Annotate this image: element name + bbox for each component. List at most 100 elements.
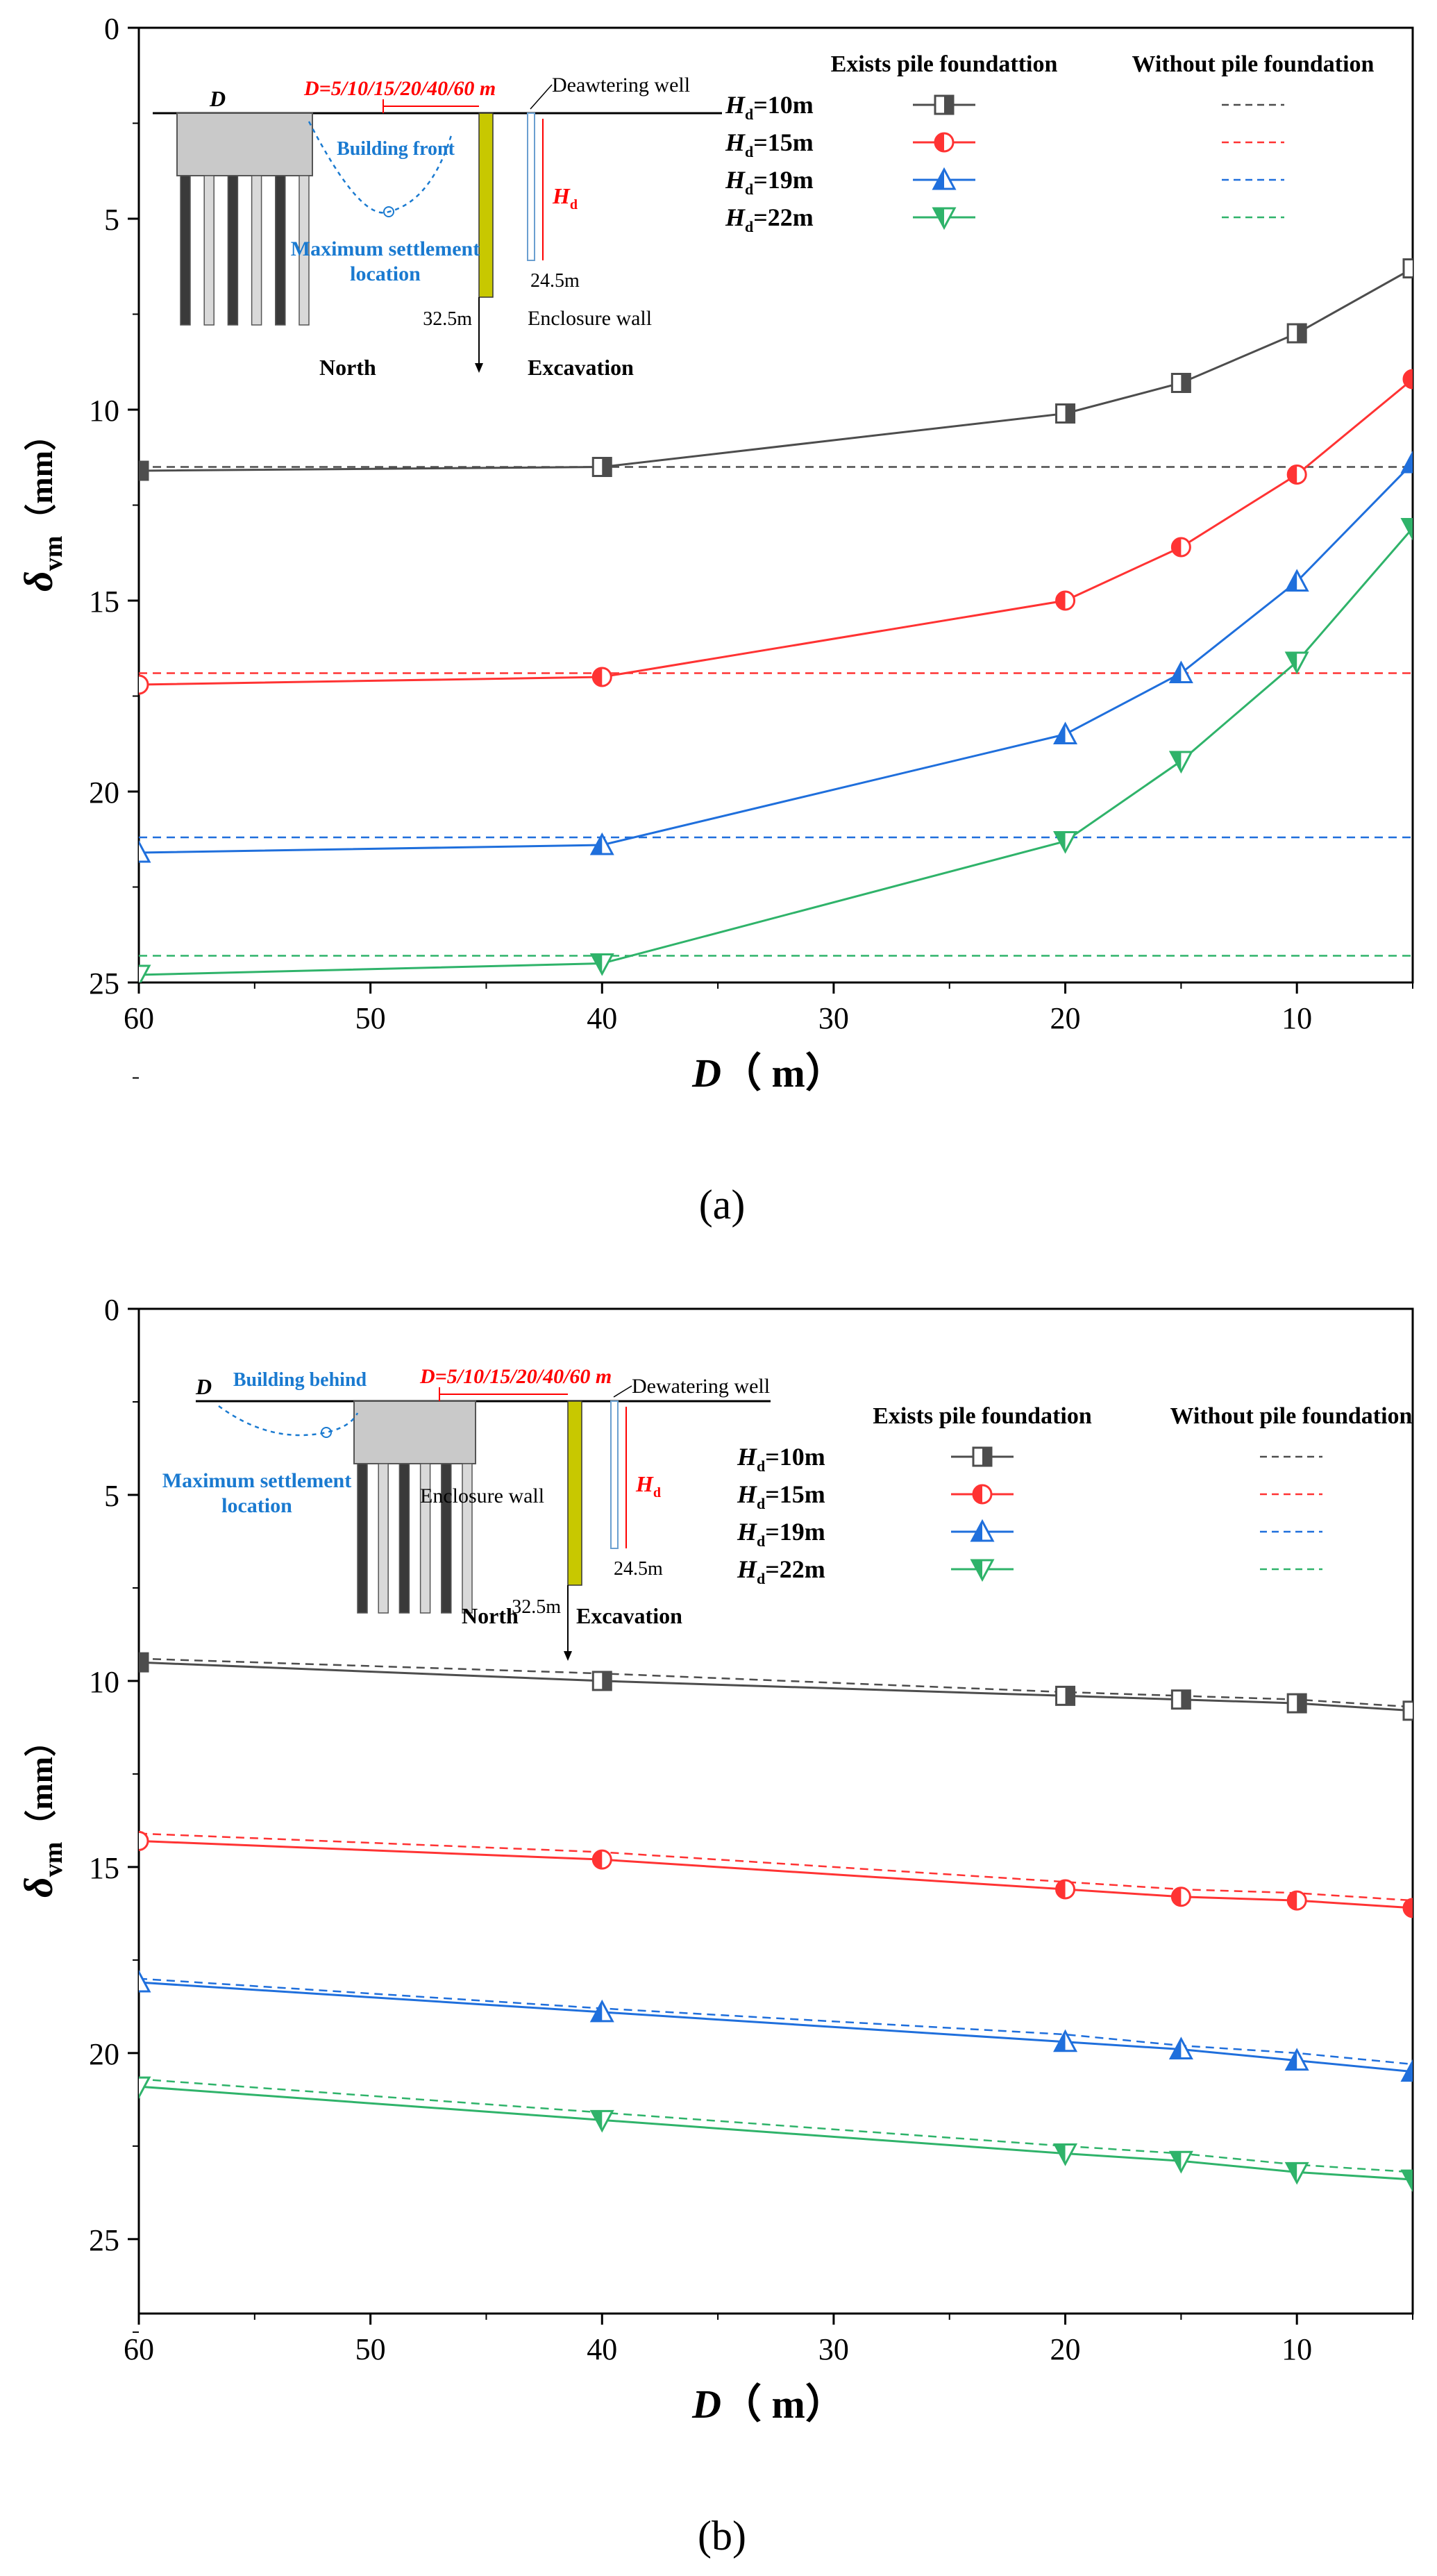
wall-depth-label: 32.5m bbox=[512, 1596, 561, 1618]
data-point bbox=[591, 667, 612, 687]
north-label: North bbox=[319, 355, 376, 380]
data-point bbox=[139, 1652, 149, 1673]
data-point bbox=[1284, 2161, 1309, 2185]
y-axis-title: δvm（mm） bbox=[16, 1725, 68, 1898]
series-line bbox=[139, 2085, 1413, 2181]
data-point bbox=[139, 964, 151, 982]
data-point bbox=[1055, 590, 1076, 611]
building-label: Building front bbox=[337, 138, 455, 160]
x-axis-title: D（ m） bbox=[691, 2382, 846, 2427]
y-tick-label: 5 bbox=[104, 203, 119, 237]
data-point bbox=[1402, 369, 1413, 390]
y-axis-title: δvm（mm） bbox=[16, 419, 68, 592]
data-point bbox=[589, 1999, 614, 2023]
data-point bbox=[1170, 1887, 1191, 1907]
pile bbox=[227, 175, 239, 326]
legend-marker bbox=[934, 132, 955, 153]
pile bbox=[462, 1463, 473, 1614]
series-without-line bbox=[139, 1657, 1413, 1708]
legend-header-without: Without pile foundation bbox=[1170, 1403, 1413, 1429]
pile bbox=[299, 175, 310, 326]
well-depth-label: 24.5m bbox=[530, 270, 580, 292]
data-point bbox=[1053, 2029, 1078, 2052]
chart-panel-b: 0 5 10 15 20 25 60 50 40 30 20 10 D（ m） δvm（mm） Exists… bbox=[16, 1293, 1414, 2559]
well-depth-label: 24.5m bbox=[614, 1558, 663, 1580]
data-point bbox=[1284, 569, 1309, 592]
series-line bbox=[139, 378, 1413, 686]
data-point bbox=[1284, 651, 1309, 675]
data-point bbox=[1168, 2150, 1193, 2174]
wall-label: Enclosure wall bbox=[528, 307, 652, 330]
pile bbox=[251, 175, 262, 326]
series-line bbox=[139, 1661, 1413, 1712]
max-settlement-point bbox=[321, 1427, 332, 1438]
data-point bbox=[1402, 258, 1413, 278]
legend-label: Hd=19m bbox=[725, 166, 814, 198]
data-point bbox=[589, 832, 614, 855]
data-point bbox=[1284, 2048, 1309, 2071]
x-tick-label: 30 bbox=[818, 2332, 849, 2366]
data-point bbox=[589, 2109, 614, 2133]
x-tick-label: 60 bbox=[124, 2332, 154, 2366]
enclosure-wall bbox=[478, 112, 494, 298]
data-point bbox=[1286, 1890, 1307, 1911]
y-tick-label: 5 bbox=[104, 1479, 119, 1513]
data-point bbox=[1055, 1685, 1076, 1706]
y-tick-label: 20 bbox=[89, 776, 119, 810]
max-settlement-label-2: location bbox=[221, 1494, 292, 1517]
inset-d-values: D=5/10/15/20/40/60 m bbox=[303, 77, 496, 100]
y-tick-label: 10 bbox=[89, 1665, 119, 1699]
wall-label: Enclosure wall bbox=[420, 1484, 544, 1507]
data-point bbox=[1053, 831, 1078, 854]
data-point bbox=[1170, 537, 1191, 558]
data-point bbox=[1170, 1689, 1191, 1710]
y-tick-label: 15 bbox=[89, 585, 119, 619]
pile bbox=[378, 1463, 389, 1614]
data-point bbox=[1168, 751, 1193, 774]
x-tick-label: 60 bbox=[124, 1001, 154, 1035]
legend-label: Hd=22m bbox=[725, 203, 814, 235]
data-point bbox=[139, 460, 149, 481]
wall-depth-label: 32.5m bbox=[423, 308, 472, 330]
series-line bbox=[139, 1839, 1413, 1909]
y-tick-label: 15 bbox=[89, 1851, 119, 1885]
panel-label: (b) bbox=[698, 2513, 746, 2559]
settlement-trough bbox=[218, 1405, 359, 1437]
svg-text:δvm（mm）: δvm（mm） bbox=[16, 419, 68, 592]
legend-marker bbox=[970, 1559, 995, 1582]
data-point bbox=[139, 2076, 151, 2100]
series-without-line bbox=[139, 2078, 1413, 2173]
x-tick-label: 20 bbox=[1050, 1001, 1081, 1035]
x-tick-label: 40 bbox=[587, 2332, 617, 2366]
data-point bbox=[1400, 2169, 1413, 2193]
data-point bbox=[1170, 373, 1191, 393]
data-point bbox=[1168, 2036, 1193, 2059]
series-line bbox=[139, 462, 1413, 854]
legend-label: Hd=19m bbox=[737, 1518, 825, 1550]
pile bbox=[441, 1463, 452, 1614]
x-tick-label: 50 bbox=[355, 1001, 386, 1035]
enclosure-wall bbox=[567, 1400, 582, 1586]
data-point bbox=[1402, 1700, 1413, 1721]
data-point bbox=[139, 674, 149, 695]
series-line bbox=[139, 267, 1413, 472]
y-tick-label: 10 bbox=[89, 394, 119, 428]
x-tick-label: 10 bbox=[1281, 1001, 1312, 1035]
pile bbox=[398, 1463, 410, 1614]
y-tick-label: 0 bbox=[104, 12, 119, 46]
data-point bbox=[1286, 323, 1307, 344]
y-tick-label: 0 bbox=[104, 1293, 119, 1327]
data-point bbox=[1400, 518, 1413, 541]
down-arrow bbox=[475, 363, 483, 373]
well-label: Dewatering well bbox=[632, 1375, 770, 1398]
inset-hd-label: Hd bbox=[552, 183, 578, 212]
inset-hd-label: Hd bbox=[635, 1471, 661, 1500]
legend-header-without: Without pile foundation bbox=[1132, 51, 1375, 77]
pile bbox=[419, 1463, 431, 1614]
data-point bbox=[591, 1671, 612, 1691]
data-point bbox=[591, 1849, 612, 1870]
data-point bbox=[1055, 403, 1076, 424]
building-block bbox=[353, 1400, 476, 1464]
legend-label: Hd=10m bbox=[737, 1443, 825, 1475]
